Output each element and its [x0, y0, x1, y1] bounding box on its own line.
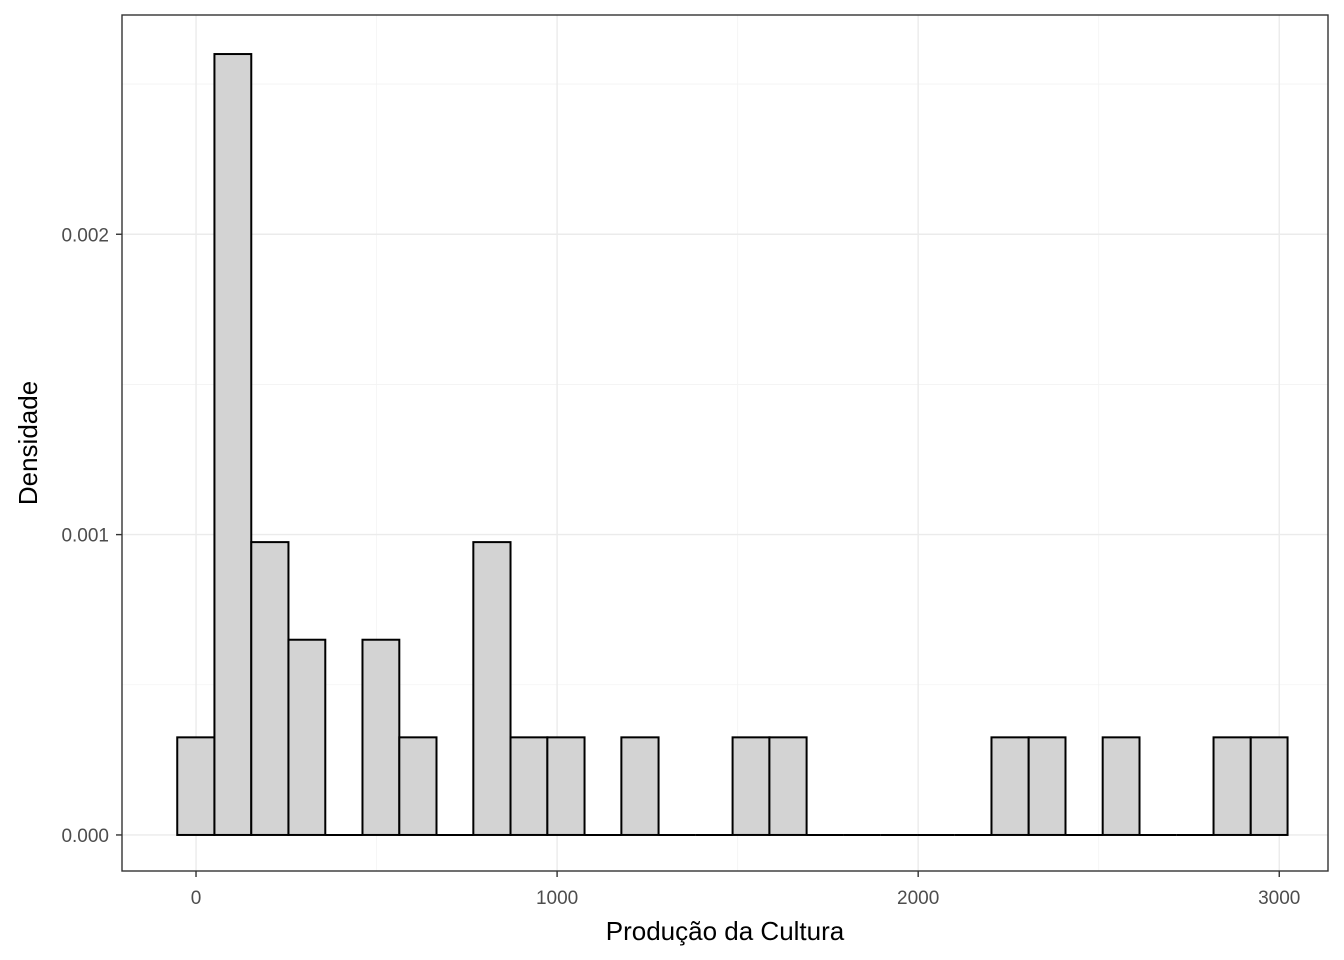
y-tick-label: 0.001 — [61, 526, 109, 547]
x-axis-ticks: 0 1000 2000 3000 — [191, 871, 1300, 909]
y-axis-ticks: 0.000 0.001 0.002 — [61, 225, 122, 847]
x-axis-title: Produção da Cultura — [606, 916, 845, 946]
histogram-bars — [176, 53, 1289, 836]
histogram-bar-25 — [1101, 736, 1141, 836]
x-tick-label: 0 — [191, 888, 202, 909]
histogram-bar-6 — [398, 736, 438, 836]
histogram-bar-28 — [1212, 736, 1252, 836]
panel-border — [121, 14, 1329, 872]
histogram-bar-8 — [472, 541, 512, 836]
histogram-bar-2 — [250, 541, 290, 836]
histogram-bar-23 — [1027, 736, 1067, 836]
histogram-bar-1 — [213, 53, 253, 836]
histogram-bar-15 — [731, 736, 771, 836]
x-tick-label: 3000 — [1258, 888, 1300, 909]
histogram-bar-3 — [287, 638, 327, 836]
histogram-bar-29 — [1249, 736, 1289, 836]
histogram-bar-0 — [176, 736, 216, 836]
histogram-bar-22 — [990, 736, 1030, 836]
y-tick-label: 0.000 — [61, 826, 109, 847]
histogram-bar-16 — [768, 736, 808, 836]
histogram-bar-5 — [361, 638, 401, 836]
histogram-bar-12 — [620, 736, 660, 836]
histogram-bar-9 — [509, 736, 549, 836]
x-tick-label: 1000 — [536, 888, 578, 909]
histogram-bar-10 — [546, 736, 586, 836]
x-tick-label: 2000 — [897, 888, 939, 909]
y-axis-title: Densidade — [13, 381, 43, 505]
y-tick-label: 0.002 — [61, 225, 109, 246]
